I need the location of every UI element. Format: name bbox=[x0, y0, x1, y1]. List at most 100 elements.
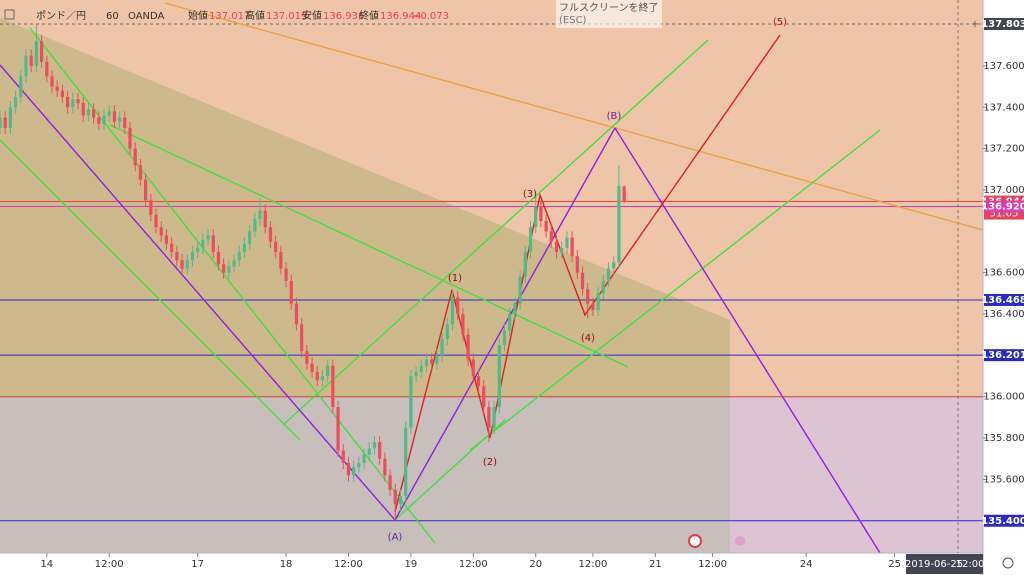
candle-body bbox=[502, 330, 507, 346]
candle-body bbox=[445, 324, 449, 339]
event-icon[interactable] bbox=[688, 534, 702, 548]
candle-body bbox=[440, 338, 444, 356]
candle-body bbox=[123, 117, 127, 128]
candle-body bbox=[55, 86, 59, 91]
candle-body bbox=[372, 442, 377, 449]
exit-text: フルスクリーンを終了 bbox=[559, 1, 659, 14]
x-tick-label: 20 bbox=[529, 559, 542, 570]
trend-line bbox=[29, 27, 436, 544]
y-tick-label: 136.600 bbox=[983, 268, 1024, 279]
candle-body bbox=[534, 206, 538, 228]
price-label: 136.468 bbox=[981, 295, 1024, 306]
y-tick-label: 136.400 bbox=[983, 309, 1024, 320]
candle-body bbox=[8, 107, 13, 128]
crosshair-plus: + bbox=[971, 19, 979, 30]
candle-body bbox=[315, 371, 319, 381]
candle-body bbox=[86, 109, 91, 116]
candle-body bbox=[76, 99, 80, 104]
price-label: 136.201 bbox=[981, 350, 1024, 361]
candle-body bbox=[164, 235, 169, 244]
candle-body bbox=[274, 241, 278, 253]
x-tick-label: 24 bbox=[800, 559, 813, 570]
candle-body bbox=[45, 61, 49, 77]
candle-body bbox=[175, 252, 179, 261]
y-tick-label: 137.400 bbox=[983, 102, 1024, 113]
candles bbox=[0, 24, 626, 521]
ohlc-value: 136.944 bbox=[380, 11, 421, 22]
grey-zone bbox=[0, 397, 730, 553]
price-label-box bbox=[984, 200, 1024, 213]
y-tick-label: 136.000 bbox=[983, 392, 1024, 403]
wave-line bbox=[0, 64, 396, 521]
wave-label: (A) bbox=[388, 532, 403, 543]
candle-body bbox=[284, 268, 288, 281]
olive-zone bbox=[0, 18, 730, 397]
candle-body bbox=[508, 314, 512, 331]
trend-line bbox=[0, 139, 301, 441]
candle-body bbox=[487, 407, 491, 428]
candle-body bbox=[601, 280, 605, 294]
candle-body bbox=[497, 345, 501, 408]
x-tick-label: 12:00 bbox=[334, 559, 363, 570]
candle-body bbox=[513, 303, 517, 315]
candle-body bbox=[216, 252, 221, 265]
trend-line bbox=[469, 129, 881, 451]
candle-body bbox=[66, 96, 70, 108]
ohlc-name: 高値 bbox=[245, 9, 265, 22]
ohlc-value: 137.019 bbox=[266, 11, 307, 22]
x-tick-label: 21 bbox=[649, 559, 662, 570]
candle-body bbox=[227, 266, 231, 273]
candle-body bbox=[237, 252, 241, 261]
x-tick-label: 12:00 bbox=[579, 559, 608, 570]
candle-body bbox=[424, 359, 429, 366]
crosshair-box bbox=[906, 554, 984, 574]
candle-body bbox=[450, 297, 455, 325]
wave-label: (B) bbox=[607, 111, 622, 122]
candle-body bbox=[19, 76, 23, 97]
source: OANDA bbox=[128, 11, 165, 22]
settings-icon[interactable] bbox=[1002, 557, 1014, 569]
wave-label: (5) bbox=[773, 17, 787, 28]
candle-body bbox=[560, 247, 564, 253]
candle-body bbox=[430, 359, 434, 364]
candle-body bbox=[326, 365, 330, 377]
candle-body bbox=[263, 210, 267, 228]
candle-body bbox=[549, 231, 553, 242]
candle-body bbox=[144, 179, 148, 201]
candle-body bbox=[539, 206, 543, 221]
candle-body bbox=[258, 210, 262, 219]
candle-body bbox=[388, 475, 392, 490]
exit-button[interactable] bbox=[556, 0, 662, 28]
candle-body bbox=[206, 235, 210, 240]
price-label-box bbox=[984, 17, 1024, 30]
candle-body bbox=[211, 235, 215, 253]
price-label-box bbox=[984, 514, 1024, 527]
event-icon[interactable] bbox=[735, 536, 745, 546]
candle-body bbox=[118, 117, 122, 122]
candle-body bbox=[383, 458, 387, 476]
x-tick-label: 18 bbox=[280, 559, 293, 570]
candle-body bbox=[341, 450, 345, 463]
trend-line bbox=[282, 39, 709, 426]
ohlc-value: 137.017 bbox=[209, 11, 250, 22]
candle-body bbox=[3, 117, 7, 128]
candle-body bbox=[580, 272, 585, 290]
price-label: 135.400 bbox=[981, 516, 1024, 527]
candle-body bbox=[128, 127, 132, 149]
candle-body bbox=[97, 117, 101, 124]
wave-label: (4) bbox=[581, 333, 595, 344]
candle-body bbox=[565, 237, 569, 248]
candle-body bbox=[289, 280, 293, 304]
wave-label: (2) bbox=[483, 457, 497, 468]
candle-body bbox=[393, 489, 397, 505]
candle-body bbox=[39, 41, 44, 62]
y-tick-label: 137.600 bbox=[983, 61, 1024, 72]
price-label: 137.803 bbox=[981, 19, 1024, 30]
candle-body bbox=[248, 231, 252, 244]
candle-body bbox=[180, 260, 184, 269]
x-tick-label: 17 bbox=[191, 559, 204, 570]
trend-line bbox=[109, 124, 629, 368]
exit-hint: (ESC) bbox=[559, 15, 587, 26]
ohlc-value: 136.936 bbox=[323, 11, 364, 22]
